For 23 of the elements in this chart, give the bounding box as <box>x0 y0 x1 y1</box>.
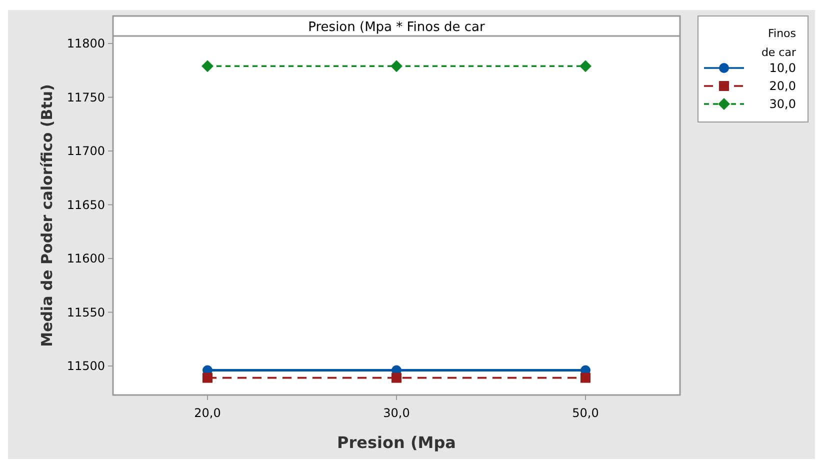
chart-title: Presion (Mpa * Finos de car <box>308 20 486 35</box>
y-tick-label: 11500 <box>66 359 105 374</box>
point <box>202 372 212 383</box>
legend-label: 10,0 <box>769 61 796 76</box>
y-tick-label: 11700 <box>66 144 105 158</box>
y-tick-label: 11800 <box>66 36 105 51</box>
y-tick-label: 11550 <box>66 305 105 320</box>
x-axis-title: Presion (Mpa <box>337 433 456 452</box>
y-tick-label: 11650 <box>66 198 105 212</box>
x-tick-label: 50,0 <box>572 406 599 420</box>
x-tick-label: 30,0 <box>383 406 410 420</box>
point <box>202 60 214 72</box>
legend-label: 30,0 <box>769 97 796 112</box>
y-tick-label: 11600 <box>66 252 105 266</box>
x-tick-label: 20,0 <box>194 406 221 420</box>
legend-title: Finos de car <box>761 27 796 59</box>
y-axis-title: Media de Poder calorífico (Btu) <box>38 84 56 347</box>
point <box>580 60 592 72</box>
legend-label: 20,0 <box>769 79 796 94</box>
point <box>392 372 402 383</box>
point <box>580 372 590 383</box>
point <box>390 60 402 72</box>
y-tick-label: 11750 <box>66 90 105 104</box>
